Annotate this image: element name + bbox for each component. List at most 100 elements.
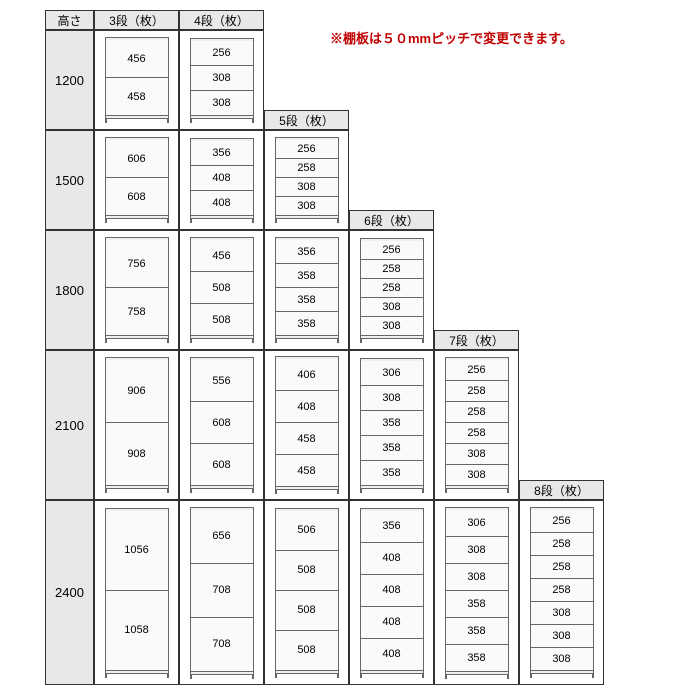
shelf-value: 408 [360,639,424,671]
row-header: 2100 [45,350,94,500]
shelf-value: 258 [445,381,509,402]
shelf-value: 656 [190,510,254,564]
shelf-diagram: 556608608 [190,357,254,493]
shelf-value: 258 [360,279,424,298]
shelf-value: 608 [105,178,169,216]
shelf-cell: 356408408 [179,130,264,230]
shelf-value: 408 [360,607,424,639]
shelf-value: 308 [275,197,339,216]
shelf-value: 258 [530,556,594,579]
shelf-value: 258 [275,159,339,178]
shelf-value: 306 [360,361,424,386]
shelf-cell: 356358358358 [264,230,349,350]
shelf-value: 256 [275,140,339,159]
shelf-diagram: 306308308358358358 [445,507,509,679]
shelf-diagram: 456508508 [190,237,254,343]
shelf-value: 756 [105,240,169,288]
shelf-value: 708 [190,564,254,618]
shelf-cell: 556608608 [179,350,264,500]
shelf-value: 258 [530,533,594,556]
shelf-cell: 306308308358358358 [434,500,519,685]
shelf-cell: 906908 [94,350,179,500]
shelf-diagram: 256258258258308308 [445,357,509,493]
shelf-value: 608 [190,444,254,486]
shelf-value: 308 [190,91,254,116]
shelf-cell: 456458 [94,30,179,130]
shelf-value: 508 [275,551,339,591]
shelf-value: 258 [530,579,594,602]
shelf-cell: 306308358358358 [349,350,434,500]
shelf-value: 308 [360,298,424,317]
shelf-cell: 256258258258308308308 [519,500,604,685]
shelf-value: 356 [190,141,254,166]
shelf-value: 308 [360,317,424,336]
shelf-cell: 256308308 [179,30,264,130]
shelf-value: 358 [360,461,424,486]
shelf-value: 758 [105,288,169,336]
row-header: 1500 [45,130,94,230]
shelf-value: 458 [105,78,169,116]
shelf-value: 308 [445,444,509,465]
shelf-diagram: 756758 [105,237,169,343]
shelf-diagram: 356408408 [190,138,254,223]
shelf-diagram: 656708708 [190,507,254,679]
shelf-value: 456 [190,240,254,272]
shelf-value: 508 [275,591,339,631]
shelf-value: 258 [360,260,424,279]
shelf-cell: 406408458458 [264,350,349,500]
shelf-value: 256 [445,360,509,381]
shelf-value: 1056 [105,511,169,591]
shelf-value: 358 [445,618,509,645]
shelf-value: 358 [275,312,339,336]
shelf-value: 508 [190,304,254,336]
shelf-value: 356 [275,240,339,264]
shelf-cell: 506508508508 [264,500,349,685]
shelf-value: 408 [360,543,424,575]
shelf-diagram: 406408458458 [275,356,339,494]
row-header: 1800 [45,230,94,350]
shelf-diagram: 506508508508 [275,508,339,678]
shelf-cell: 756758 [94,230,179,350]
shelf-diagram: 356408408408408 [360,508,424,678]
col-header: 6段（枚） [349,210,434,230]
shelf-cell: 356408408408408 [349,500,434,685]
shelf-value: 458 [275,455,339,487]
shelf-value: 308 [360,386,424,411]
shelf-value: 406 [275,359,339,391]
shelf-value: 458 [275,423,339,455]
shelf-value: 256 [190,41,254,66]
row-header: 1200 [45,30,94,130]
col-header: 3段（枚） [94,10,179,30]
shelf-value: 606 [105,140,169,178]
shelf-value: 256 [360,241,424,260]
shelf-value: 358 [275,264,339,288]
shelf-value: 258 [445,402,509,423]
shelf-cell: 256258258308308 [349,230,434,350]
shelf-value: 408 [190,191,254,216]
shelf-diagram: 906908 [105,357,169,493]
shelf-value: 308 [275,178,339,197]
col-header: 7段（枚） [434,330,519,350]
shelf-cell: 456508508 [179,230,264,350]
shelf-value: 456 [105,40,169,78]
shelf-value: 408 [275,391,339,423]
shelf-diagram: 256258258258308308308 [530,507,594,678]
notice-text: ※棚板は５０mmピッチで変更できます。 [330,28,573,47]
shelf-value: 308 [445,564,509,591]
shelf-value: 358 [275,288,339,312]
shelf-value: 508 [190,272,254,304]
shelf-value: 256 [530,510,594,533]
shelf-value: 358 [360,436,424,461]
chart-container: ※棚板は５０mmピッチで変更できます。 高さ3段（枚）4段（枚）5段（枚）6段（… [0,0,691,691]
shelf-value: 508 [275,631,339,671]
shelf-value: 258 [445,423,509,444]
row-header: 2400 [45,500,94,685]
shelf-value: 308 [530,648,594,671]
shelf-value: 906 [105,360,169,423]
shelf-value: 308 [530,602,594,625]
shelf-diagram: 256308308 [190,38,254,123]
shelf-value: 308 [445,537,509,564]
shelf-value: 908 [105,423,169,486]
shelf-diagram: 256258258308308 [360,238,424,343]
shelf-value: 306 [445,510,509,537]
